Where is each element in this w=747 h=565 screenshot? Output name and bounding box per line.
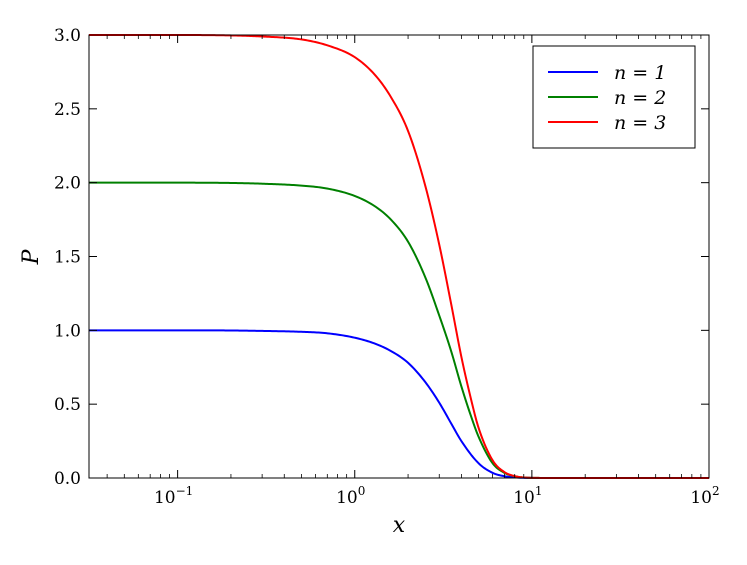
legend-label-n3: n = 3 — [614, 112, 666, 134]
y-axis-label: P — [19, 248, 44, 265]
x-tick-base: 10 — [690, 488, 712, 508]
y-tick-label: 2.0 — [54, 174, 81, 194]
y-tick-label: 1.0 — [54, 321, 81, 341]
y-tick-label: 1.5 — [54, 248, 81, 268]
x-tick-label: 102 — [690, 484, 719, 508]
legend: n = 1 n = 2 n = 3 — [532, 45, 696, 149]
plot-frame — [88, 34, 710, 479]
x-tick-exponent: 1 — [535, 484, 543, 498]
x-tick-exponent: 0 — [358, 484, 366, 498]
x-axis-label: x — [393, 513, 406, 538]
y-tick-label: 2.5 — [54, 100, 81, 120]
y-tick-label: 3.0 — [54, 26, 81, 46]
x-tick-base: 10 — [154, 488, 176, 508]
y-tick-label: 0.5 — [54, 395, 81, 415]
x-tick-exponent: −1 — [176, 484, 194, 498]
legend-label-n2: n = 2 — [614, 87, 666, 109]
x-tick-base: 10 — [336, 488, 358, 508]
x-tick-exponent: 2 — [712, 484, 720, 498]
legend-label-n1: n = 1 — [614, 62, 666, 84]
x-tick-label: 101 — [513, 484, 542, 508]
x-tick-label: 10−1 — [154, 484, 193, 508]
x-tick-label: 100 — [336, 484, 365, 508]
y-tick-label: 0.0 — [54, 469, 81, 489]
x-tick-base: 10 — [513, 488, 535, 508]
